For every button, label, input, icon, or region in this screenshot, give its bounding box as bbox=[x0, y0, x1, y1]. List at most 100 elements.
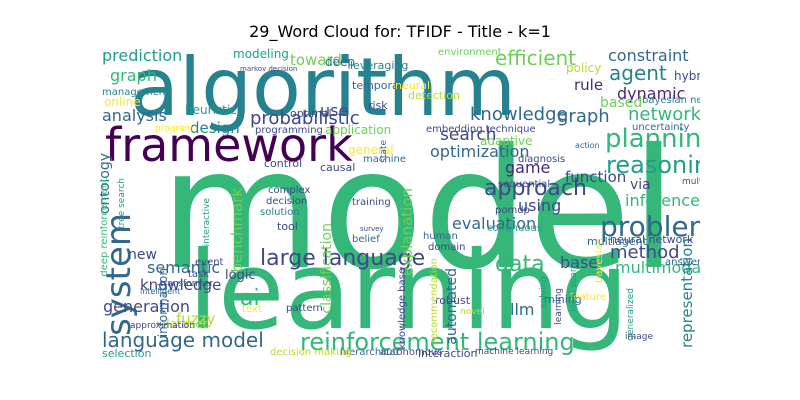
word-detection: detection bbox=[408, 89, 460, 102]
word-prediction: prediction bbox=[102, 48, 183, 65]
word-learning: learning bbox=[554, 288, 564, 325]
word-agent: agent bbox=[609, 61, 667, 85]
word-tree-search: tree search bbox=[117, 178, 127, 229]
word-efficient: efficient bbox=[495, 48, 577, 70]
word-interaction: interaction bbox=[418, 347, 478, 358]
word-knowledge: knowledge bbox=[470, 104, 568, 125]
word-design: design bbox=[190, 119, 240, 137]
word-generation: generation bbox=[103, 297, 191, 316]
word-network: network bbox=[628, 104, 700, 125]
word-markov-decision: markov decision bbox=[240, 65, 298, 73]
word-mining: mining bbox=[544, 293, 582, 306]
word-survey: survey bbox=[360, 225, 384, 233]
word-sequential: sequential bbox=[498, 179, 551, 190]
word-multiagent: multiagent bbox=[587, 235, 647, 248]
word-program: program bbox=[155, 124, 194, 134]
word-planning: planning bbox=[605, 124, 700, 154]
word-solving: solving bbox=[539, 276, 549, 308]
word-embedding-technique: embedding technique bbox=[426, 124, 536, 135]
word-continuous: continuous bbox=[487, 223, 542, 234]
word-decision: decision bbox=[266, 196, 308, 207]
word-robust: robust bbox=[435, 294, 471, 307]
word-classification: classification bbox=[319, 223, 335, 314]
word-neural: neural bbox=[395, 79, 431, 92]
word-large-language: large language bbox=[260, 246, 426, 271]
word-multiple: multiple bbox=[682, 177, 700, 187]
word-general: general bbox=[348, 143, 394, 157]
page-title: 29_Word Cloud for: TFIDF - Title - k=1 bbox=[249, 22, 551, 41]
word-using: using bbox=[518, 196, 562, 215]
word-text: text bbox=[242, 304, 262, 315]
word-logic: logic bbox=[225, 268, 256, 283]
word-toward: toward bbox=[290, 51, 342, 69]
word-hierarchical: hierarchical bbox=[340, 347, 399, 358]
word-decision-making: decision making bbox=[270, 347, 352, 358]
word-evaluation: evaluation bbox=[452, 214, 537, 233]
word-temporal: temporal bbox=[352, 79, 402, 92]
word-bayesian: bayesian bbox=[594, 238, 605, 283]
word-training: training bbox=[352, 197, 391, 208]
word-game: game bbox=[505, 158, 551, 177]
word-interactive: interactive bbox=[202, 198, 212, 247]
word-dynamic: dynamic bbox=[617, 84, 686, 103]
word-causal: causal bbox=[320, 161, 356, 174]
word-task: task bbox=[188, 269, 210, 280]
word-bayesian-network: bayesian network bbox=[642, 95, 700, 106]
word-fuzzy: fuzzy bbox=[176, 310, 216, 328]
word-knowledge: knowledge bbox=[140, 276, 222, 294]
word-answer-set: answer set bbox=[665, 257, 700, 268]
word-function: function bbox=[565, 168, 627, 186]
word-data: data bbox=[495, 252, 545, 277]
word-llm: llm bbox=[510, 300, 535, 319]
word-state: state bbox=[379, 140, 389, 163]
word-management: management bbox=[102, 87, 169, 98]
word-pomdp: pomdp bbox=[495, 205, 530, 216]
word-solution: solution bbox=[260, 207, 300, 218]
word-language-model: language model bbox=[102, 328, 264, 352]
word-action: action bbox=[575, 141, 600, 150]
word-analysis: analysis bbox=[102, 106, 167, 125]
word-optimization: optimization bbox=[430, 142, 530, 161]
word-risk: risk bbox=[368, 99, 388, 112]
word-selection: selection bbox=[102, 347, 152, 358]
word-method: method bbox=[610, 242, 680, 263]
word-autonomous: autonomous bbox=[380, 347, 443, 358]
word-pattern: pattern bbox=[286, 303, 323, 314]
word-feature: feature bbox=[570, 292, 607, 303]
word-domain: domain bbox=[428, 242, 466, 253]
word-recommendation: recommendation bbox=[429, 258, 440, 344]
word-modeling: modeling bbox=[233, 48, 289, 61]
word-semantic: semantic bbox=[147, 258, 221, 277]
word-tool: tool bbox=[277, 220, 298, 233]
word-ai: ai bbox=[240, 286, 260, 311]
word-event: event bbox=[195, 257, 224, 268]
word-local-search: local search bbox=[569, 258, 579, 312]
word-dataset: dataset bbox=[162, 317, 208, 331]
word-complex: complex bbox=[268, 185, 311, 196]
word-human: human bbox=[423, 231, 458, 242]
word-reinforcement-learning: reinforcement learning bbox=[300, 328, 575, 356]
word-diagnosis: diagnosis bbox=[518, 154, 566, 165]
word-uncertainty: uncertainty bbox=[632, 122, 690, 133]
word-deep: deep bbox=[325, 55, 355, 69]
word-probabilistic: probabilistic bbox=[250, 108, 360, 129]
word-knowledge-base: knowledge base bbox=[397, 268, 408, 350]
word-control: control bbox=[264, 157, 303, 170]
word-constraint: constraint bbox=[608, 48, 689, 65]
word-belief: belief bbox=[352, 234, 380, 245]
word-learning: learning bbox=[188, 229, 629, 354]
word-optimal: optimal bbox=[290, 107, 332, 120]
word-novel: novel bbox=[460, 307, 485, 317]
word-model: model bbox=[160, 114, 677, 307]
word-rule: rule bbox=[574, 76, 604, 94]
word-heuristic: heuristic bbox=[185, 103, 237, 117]
word-search: search bbox=[440, 125, 497, 145]
word-online: online bbox=[104, 95, 141, 109]
word-cloud: model learning algorithm framework reinforce… bbox=[100, 48, 700, 358]
word-deep-reinforcement: deep reinforcement bbox=[100, 178, 110, 277]
word-problem: problem bbox=[600, 210, 700, 243]
word-image: image bbox=[625, 332, 654, 342]
word-leveraging: leveraging bbox=[350, 59, 409, 72]
word-based: based bbox=[600, 95, 643, 111]
word-adaptive: adaptive bbox=[480, 134, 533, 148]
